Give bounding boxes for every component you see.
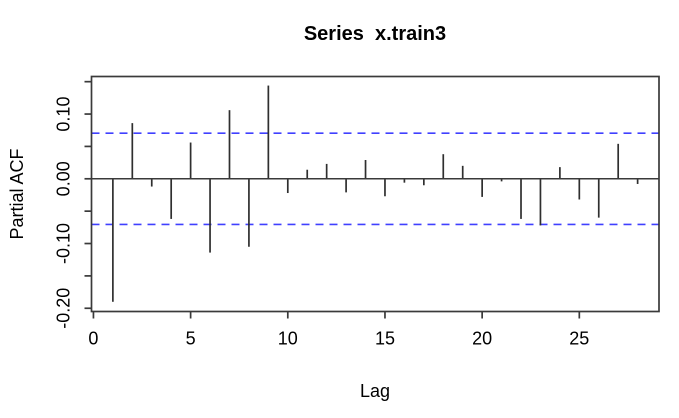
x-tick-label: 10 — [278, 329, 298, 349]
plot-border — [90, 75, 660, 313]
plot-box — [90, 75, 660, 313]
x-tick-label: 0 — [88, 329, 98, 349]
pacf-bars — [112, 85, 639, 302]
y-tick-label: 0.10 — [53, 97, 73, 132]
plot-title: Series x.train3 — [304, 23, 446, 45]
y-tick-label: -0.20 — [53, 288, 73, 329]
x-tick-label: 20 — [472, 329, 492, 349]
y-tick-label: -0.10 — [53, 223, 73, 264]
y-axis-title: Partial ACF — [7, 148, 27, 239]
y-axis: 0.10 0.00 -0.10 -0.20 — [53, 80, 92, 329]
y-tick-label: 0.00 — [53, 161, 73, 196]
x-axis: 0 5 10 15 20 25 — [88, 311, 589, 349]
confidence-bands — [91, 132, 659, 226]
x-tick-label: 25 — [569, 329, 589, 349]
x-tick-label: 5 — [186, 329, 196, 349]
x-tick-label: 15 — [375, 329, 395, 349]
x-axis-title: Lag — [360, 381, 390, 401]
